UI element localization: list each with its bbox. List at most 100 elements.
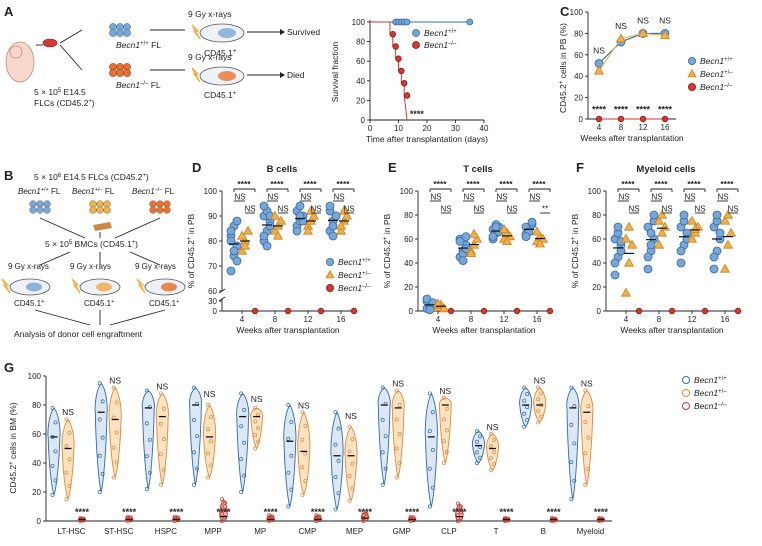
scatter-point	[465, 247, 477, 258]
c-x-tick: 8	[619, 123, 624, 132]
g-point	[144, 421, 149, 426]
survival-sig: ****	[410, 109, 425, 119]
scatter-point	[226, 266, 236, 276]
scatter-point	[259, 201, 269, 211]
c-point	[659, 30, 671, 40]
cell-cluster-icon	[36, 200, 44, 208]
panel-b-genotype: Becn1+/+ FL	[18, 187, 61, 196]
cell-cluster-icon	[89, 200, 97, 208]
g-point	[525, 392, 530, 397]
c-x-tick: 16	[661, 123, 670, 132]
g-point	[50, 463, 55, 468]
g-point	[158, 452, 163, 457]
g-point	[289, 487, 294, 492]
scatter-point	[480, 307, 488, 315]
label-part: 5	[58, 88, 62, 94]
label-part: +	[132, 240, 136, 246]
label-part: –/–	[155, 187, 164, 193]
c-point	[617, 115, 625, 123]
cell-cluster-icon	[96, 206, 104, 214]
scatter-point	[521, 232, 531, 242]
g-ns: NS	[298, 400, 310, 410]
lightning-icon	[136, 278, 146, 294]
scatter-point	[513, 307, 521, 315]
g-ns: NS	[62, 407, 74, 417]
g-y-tick: 40	[32, 459, 41, 468]
scatter-point	[317, 307, 325, 315]
g-sig: ****	[452, 507, 467, 517]
scatter-point	[251, 307, 259, 315]
g-sig: ****	[405, 507, 420, 517]
c-point	[615, 33, 627, 43]
scatter-x-tick: 12	[304, 315, 313, 324]
g-point	[333, 475, 338, 479]
panel-a-irr1: 9 Gy x-rays	[188, 9, 231, 19]
g-point	[158, 421, 163, 426]
scatter-point	[229, 246, 239, 256]
g-legend-label: Becn1+/–	[694, 388, 727, 398]
survival-y-tick: 100	[352, 18, 366, 27]
g-point	[289, 453, 294, 458]
label-part: Becn1	[338, 270, 362, 280]
label-part: 5 × 10	[34, 172, 58, 182]
g-point	[394, 388, 399, 393]
panel-a-irr2: 9 Gy x-rays	[188, 52, 231, 62]
g-point	[536, 408, 541, 413]
cell-cluster-icon	[43, 206, 51, 214]
scatter-point	[335, 225, 347, 235]
survival-legend-ko: Becn1–/–	[424, 40, 457, 50]
g-point	[380, 482, 385, 487]
label-part: +/+	[362, 258, 371, 264]
scatter-xlabel: Weeks after transplantation	[620, 325, 724, 335]
survival-x-tick: 20	[423, 124, 432, 133]
g-legend-icon	[682, 376, 690, 384]
panel-title: B cells	[267, 164, 298, 175]
engraft-icon	[218, 71, 236, 81]
panel-b-irr: 9 Gy x-rays	[135, 262, 176, 271]
g-x-tick: MPP	[204, 527, 221, 536]
g-y-tick: 60	[32, 430, 41, 439]
label-part: +	[559, 80, 565, 84]
g-point	[209, 463, 213, 468]
label-part: 5	[69, 240, 73, 246]
scatter-point	[305, 205, 317, 215]
scatter-point	[719, 263, 731, 273]
arrow-line	[59, 44, 83, 71]
scatter-x-tick: 4	[240, 315, 245, 324]
panel-a-outcome2: Died	[287, 70, 305, 80]
scatter-point	[534, 238, 546, 248]
scatter-x-tick: 8	[273, 315, 278, 324]
bracket-sig: ****	[532, 179, 546, 189]
g-point	[147, 470, 152, 475]
bracket-sig: NS	[244, 205, 255, 214]
g-point	[383, 434, 388, 439]
label-part: Becn1	[338, 283, 362, 293]
label-part: CD45.1	[84, 299, 112, 308]
c-y-tick: 0	[579, 115, 584, 124]
bracket-sig: NS	[717, 193, 728, 202]
label-part: FLCs (CD45.2	[34, 98, 89, 108]
bracket-sig: NS	[440, 205, 451, 214]
g-point	[569, 497, 574, 502]
g-point	[492, 438, 496, 442]
embryo-head-icon	[9, 45, 23, 59]
scatter-point	[725, 227, 737, 237]
g-point	[144, 487, 149, 492]
scatter-point	[701, 307, 709, 315]
scatter-y-tick: 0	[213, 307, 218, 316]
label-part: Becn1	[116, 40, 140, 50]
g-point	[397, 432, 402, 436]
g-x-tick: CMP	[299, 527, 317, 536]
g-point	[492, 462, 496, 467]
g-point	[303, 424, 308, 428]
g-point	[67, 484, 72, 488]
bracket-sig: NS	[267, 193, 278, 202]
g-point	[206, 475, 210, 480]
engraft-icon	[218, 28, 236, 38]
panel-a-rec2: CD45.1+	[204, 90, 237, 100]
g-ns: NS	[439, 386, 451, 396]
scatter-x-tick: 8	[469, 315, 474, 324]
axis-break	[218, 296, 226, 302]
bracket-sig: NS	[430, 193, 441, 202]
